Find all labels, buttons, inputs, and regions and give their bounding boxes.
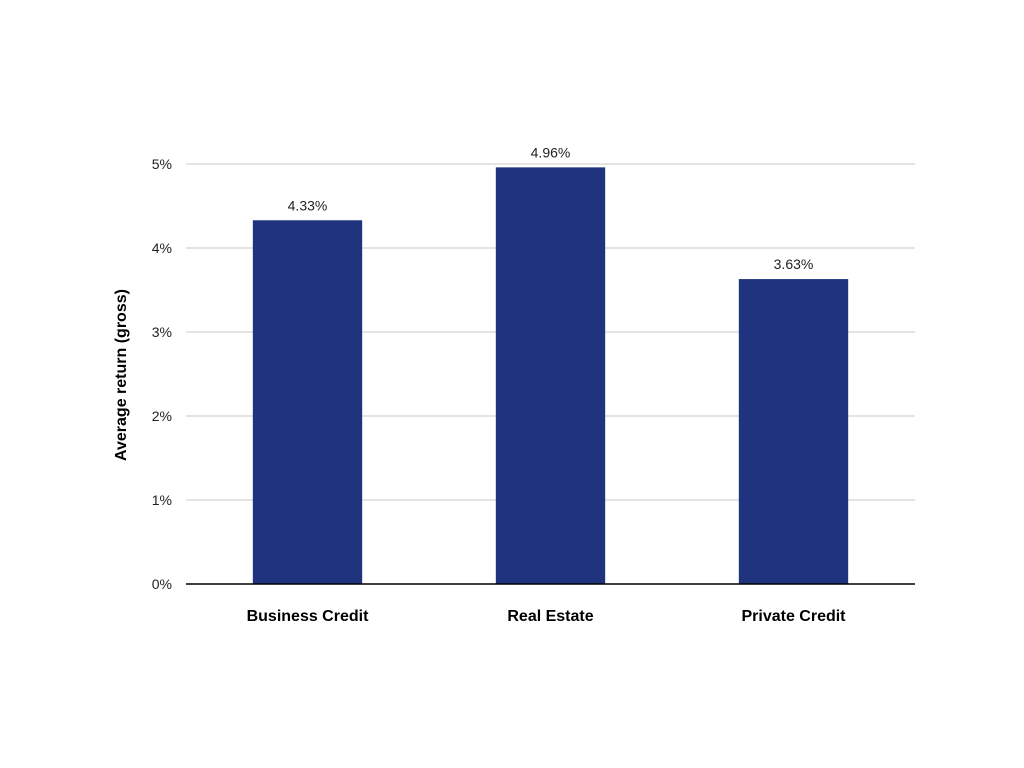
y-axis-title: Average return (gross) <box>113 289 130 461</box>
x-category-label: Private Credit <box>741 608 846 625</box>
x-category-label: Business Credit <box>247 608 369 625</box>
bar <box>738 279 849 584</box>
bar <box>252 220 363 584</box>
x-category-label: Real Estate <box>507 608 593 625</box>
y-tick-label: 2% <box>152 408 172 424</box>
bar <box>495 167 606 585</box>
y-tick-label: 1% <box>152 492 172 508</box>
bars <box>252 167 849 585</box>
y-tick-label: 5% <box>152 156 172 172</box>
y-tick-label: 0% <box>152 576 172 592</box>
bar-value-label: 4.96% <box>531 144 571 160</box>
labels: 0% 1% 2% 3% 4% 5% 4.33% Business Credit 4.96% Rea… <box>152 144 846 625</box>
y-tick-label: 3% <box>152 324 172 340</box>
bar-value-label: 3.63% <box>774 256 814 272</box>
y-tick-label: 4% <box>152 240 172 256</box>
bar-value-label: 4.33% <box>288 197 328 213</box>
